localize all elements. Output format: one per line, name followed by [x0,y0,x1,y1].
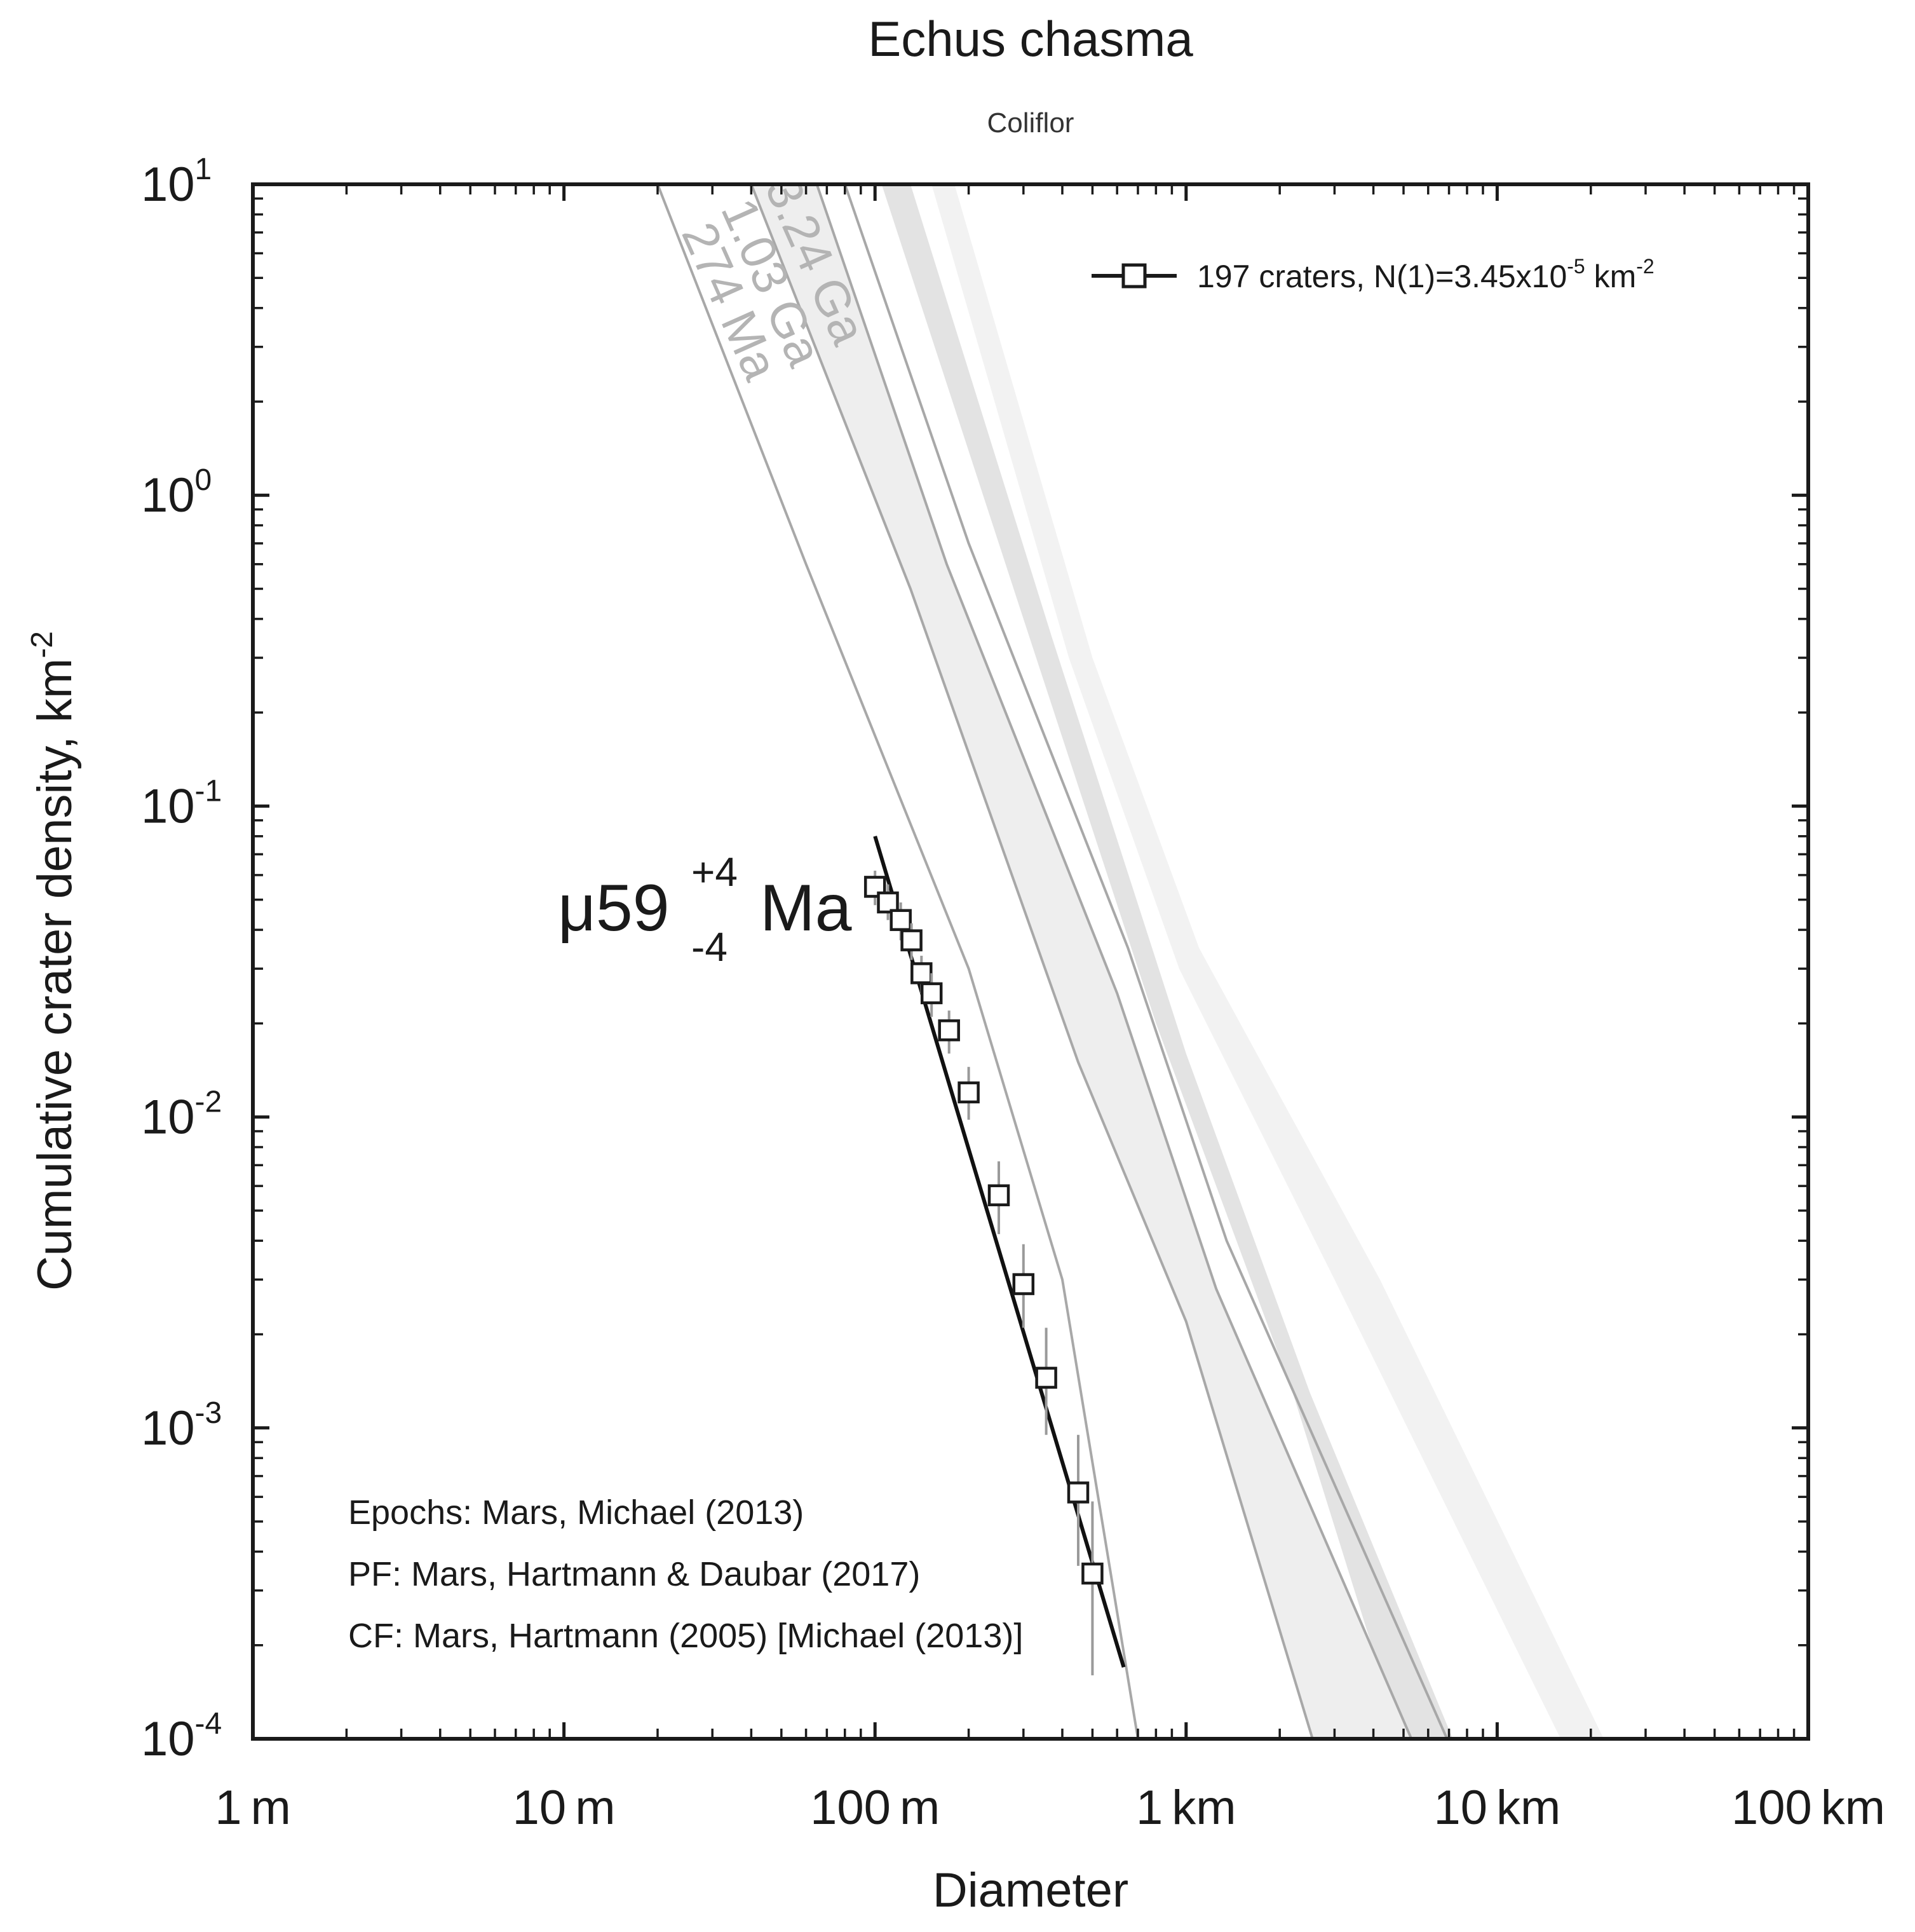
legend-label-unit-exp: -2 [1636,255,1654,278]
chart-subtitle: Coliflor [987,107,1074,139]
y-tick-exp: -4 [195,1707,222,1741]
data-point-8 [958,1081,980,1104]
data-point-7 [938,1019,960,1042]
y-tick-base: 10 [141,1712,195,1766]
legend: 197 craters, N(1)=3.45x10-5 km-2 [1092,255,1654,294]
axis-ticks [251,184,1808,1741]
y-tick-label-5: 10-3 [141,1396,222,1455]
age-unit: Ma [760,871,852,945]
band-edge-curve-1 [843,184,1449,1739]
legend-label-exp: -5 [1567,255,1585,278]
legend-label-main: 197 craters, N(1)=3.45x10 [1197,259,1567,294]
data-point-2 [877,891,899,914]
y-tick-exp: -2 [195,1085,222,1119]
x-tick-num: 1 [1136,1781,1163,1835]
y-tick-base: 10 [141,1401,195,1455]
note-epochs: Epochs: Mars, Michael (2013) [348,1493,804,1532]
x-tick-unit: m [575,1781,615,1835]
y-tick-exp: 1 [195,153,212,186]
band-light-band [751,184,1412,1739]
x-tick-unit: km [1172,1781,1236,1835]
data-point-5 [910,962,933,984]
x-tick-label-6: 100 km [1731,1781,1885,1835]
legend-square-marker [1121,263,1147,289]
plot-frame [251,182,1810,1741]
data-point-6 [920,982,943,1005]
legend-label-unit: km [1585,259,1637,294]
x-tick-label-3: 100 m [810,1781,940,1835]
note-cf: CF: Mars, Hartmann (2005) [Michael (2013… [348,1617,1023,1655]
y-tick-exp: -1 [195,774,222,808]
x-tick-unit: km [1821,1781,1885,1835]
band-inner-band [881,184,1453,1739]
data-point-9 [987,1184,1010,1207]
data-point-11 [1035,1366,1057,1389]
x-tick-num: 100 [810,1781,891,1835]
x-tick-num: 100 [1731,1781,1812,1835]
data-points [863,871,1104,1676]
data-point-4 [900,929,923,951]
legend-label: 197 craters, N(1)=3.45x10-5 km-2 [1197,255,1654,294]
data-point-12 [1067,1481,1090,1504]
y-tick-exp: -3 [195,1396,222,1430]
y-tick-base: 10 [141,779,195,833]
y-tick-base: 10 [141,158,195,212]
x-axis-label: Diameter [933,1863,1128,1917]
x-tick-unit: m [900,1781,940,1835]
isochron-curve-2 [750,184,1314,1739]
age-prefix: μ [558,871,596,945]
y-tick-exp: 0 [195,463,212,497]
band-outer-band [931,184,1604,1739]
y-axis-label: Cumulative crater density, km-2 [25,631,82,1291]
isochron-curves [656,184,1449,1739]
data-point-1 [863,876,886,898]
age-value: 59 [596,871,670,945]
x-tick-unit: km [1496,1781,1560,1835]
y-tick-base: 10 [141,1091,195,1145]
chart-title: Echus chasma [868,11,1193,67]
x-tick-unit: m [250,1781,290,1835]
x-tick-num: 10 [1433,1781,1487,1835]
y-tick-base: 10 [141,468,195,522]
isochron-curve-3 [815,184,1413,1739]
y-tick-label-2: 100 [141,463,212,522]
age-main: μ59 [558,871,670,945]
x-tick-labels: 1 m 10 m 100 m 1 km 10 km 100 km [215,1781,1885,1835]
data-point-13 [1081,1562,1104,1585]
age-minus: -4 [691,924,727,970]
data-point-3 [890,909,912,931]
y-tick-label-6: 10-4 [141,1707,222,1766]
age-annotation: μ59 +4 -4 Ma [558,849,852,970]
y-tick-label-4: 10-2 [141,1085,222,1145]
y-axis-label-main: Cumulative crater density, km [28,658,82,1291]
isochron-curve-1 [656,184,1139,1739]
x-tick-label-4: 1 km [1136,1781,1236,1835]
reference-notes: Epochs: Mars, Michael (2013) PF: Mars, H… [348,1493,1023,1655]
x-tick-num: 10 [513,1781,567,1835]
x-tick-num: 1 [215,1781,241,1835]
y-tick-label-1: 101 [141,153,212,212]
uncertainty-bands [751,184,1604,1739]
age-plus: +4 [691,849,738,895]
data-point-10 [1012,1273,1035,1295]
y-tick-label-3: 10-1 [141,774,222,833]
x-tick-label-2: 10 m [513,1781,616,1835]
x-tick-label-5: 10 km [1433,1781,1560,1835]
y-axis-label-exp: -2 [25,631,59,658]
note-pf: PF: Mars, Hartmann & Daubar (2017) [348,1555,920,1593]
